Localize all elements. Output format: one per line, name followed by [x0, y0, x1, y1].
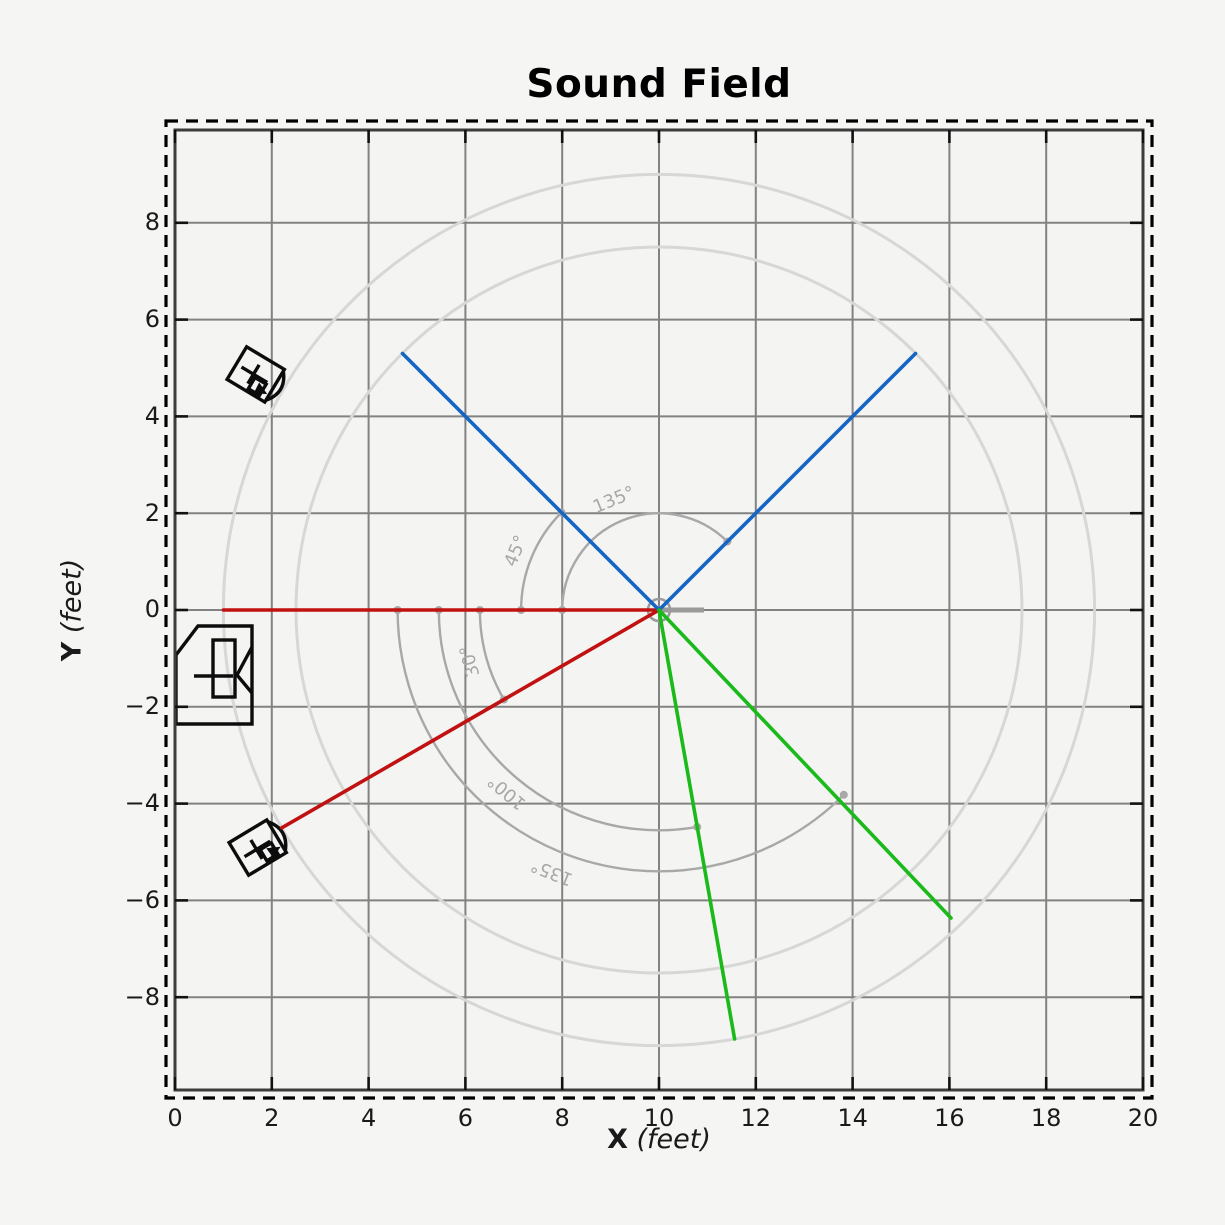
x-tick-0: 0: [167, 1104, 183, 1132]
x-tick-8: 8: [554, 1104, 570, 1132]
y-tick-6: 6: [144, 305, 160, 333]
y-axis-symbol: Y: [56, 641, 88, 662]
axis-ticks: [173, 130, 1145, 1090]
x-tick-20: 20: [1127, 1104, 1159, 1132]
y-tick-0: 0: [144, 595, 160, 623]
ray-green-down: [657, 608, 737, 1041]
y-tick-2: 2: [144, 499, 160, 527]
arc-100deg-lower: [437, 609, 698, 832]
speaker-icon-center-left: [174, 624, 254, 726]
arc-45deg-upper: [519, 511, 563, 611]
ray-blue-upper-right: [657, 351, 918, 612]
arc-135deg-upper: [561, 512, 729, 611]
arc-30deg-lower: [478, 609, 505, 701]
speaker-icon-lower-left: [226, 817, 289, 878]
x-tick-14: 14: [837, 1104, 868, 1132]
ray-blue-upper-left: [400, 351, 661, 612]
x-axis-unit: (feet): [636, 1124, 711, 1155]
chart-title: Sound Field: [526, 62, 792, 107]
x-tick-18: 18: [1030, 1104, 1062, 1132]
y-tick-4: 4: [144, 402, 160, 430]
speaker-icon-upper-left: [224, 344, 287, 405]
y-axis-label: Y (feet): [57, 559, 88, 662]
x-tick-6: 6: [457, 1104, 474, 1132]
x-tick-2: 2: [264, 1104, 280, 1132]
y-tick-neg2: −2: [124, 692, 160, 720]
y-tick-neg4: −4: [124, 789, 160, 817]
y-tick-neg8: −8: [124, 983, 160, 1011]
x-tick-10: 10: [643, 1104, 675, 1132]
x-tick-16: 16: [934, 1104, 965, 1132]
ray-red-lower-left: [279, 608, 661, 830]
angle-arcs: [396, 511, 845, 873]
y-axis-unit: (feet): [56, 558, 88, 634]
direction-rays: [221, 351, 953, 1041]
y-tick-neg6: −6: [124, 886, 160, 914]
arc-135deg-lower: [396, 609, 845, 873]
x-tick-12: 12: [740, 1104, 772, 1132]
y-tick-8: 8: [144, 208, 160, 236]
x-axis-label: X (feet): [607, 1124, 711, 1155]
x-axis-symbol: X: [607, 1124, 628, 1155]
ray-green-lower-right: [657, 608, 953, 920]
x-tick-4: 4: [360, 1104, 377, 1132]
